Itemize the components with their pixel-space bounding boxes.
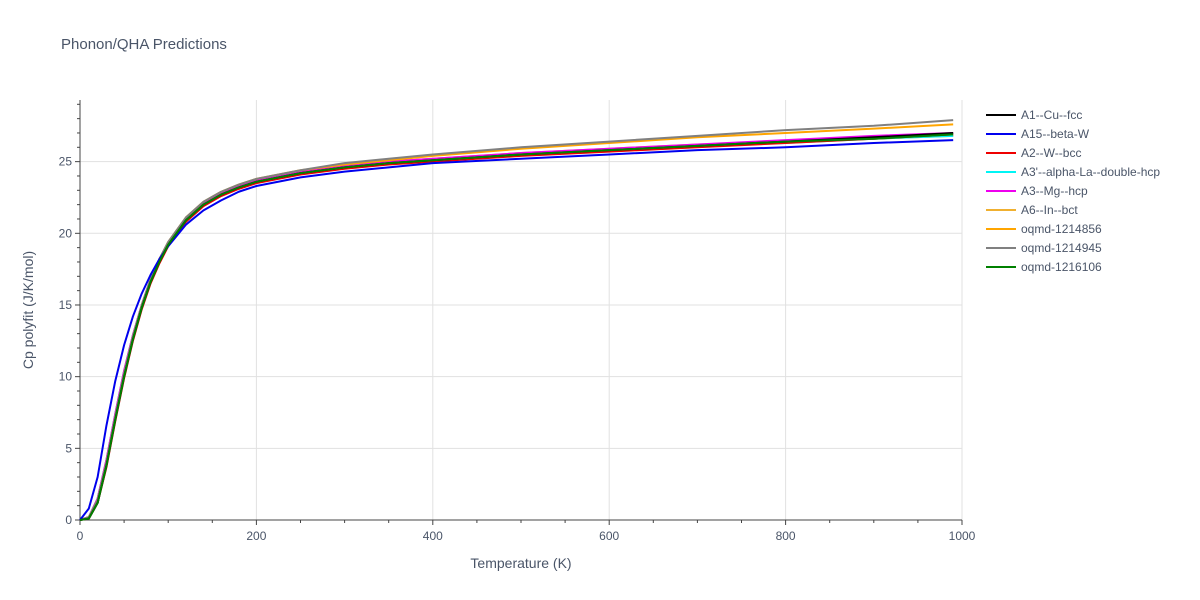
y-axis-title: Cp polyfit (J/K/mol) — [20, 251, 36, 369]
x-axis-title: Temperature (K) — [470, 555, 571, 571]
y-tick-label: 25 — [59, 155, 73, 169]
legend-item[interactable]: A2--W--bcc — [986, 146, 1081, 160]
chart-title: Phonon/QHA Predictions — [61, 36, 227, 53]
legend-label: A6--In--bct — [1021, 203, 1078, 217]
series-line-a2-w-bcc — [79, 133, 954, 521]
axes — [75, 100, 963, 525]
legend-item[interactable]: oqmd-1214856 — [986, 222, 1102, 236]
legend-item[interactable]: A3--Mg--hcp — [986, 184, 1088, 198]
y-tick-label: 5 — [65, 441, 72, 455]
legend-label: A2--W--bcc — [1021, 146, 1081, 160]
x-tick-label: 1000 — [949, 529, 976, 543]
series-line-oqmd-1214945 — [79, 119, 954, 521]
legend-label: oqmd-1214856 — [1021, 222, 1102, 236]
legend: A1--Cu--fcc A15--beta-W A2--W--bcc A3'--alp… — [986, 108, 1160, 274]
y-tick-labels: 0 5 10 15 20 25 — [59, 155, 73, 527]
grid-lines — [80, 100, 963, 520]
legend-item[interactable]: A3'--alpha-La--double-hcp — [986, 165, 1160, 179]
legend-item[interactable]: A15--beta-W — [986, 127, 1090, 141]
series-line-a3-mg-hcp — [79, 131, 954, 521]
series-line-a3-alpha-la-double-hcp — [79, 134, 954, 521]
legend-label: A3'--alpha-La--double-hcp — [1021, 165, 1160, 179]
x-tick-labels: 0 200 400 600 800 1000 — [77, 529, 976, 543]
legend-item[interactable]: A6--In--bct — [986, 203, 1078, 217]
series-line-oqmd-1214856 — [79, 123, 954, 521]
series-lines — [79, 119, 954, 521]
series-line-a6-in-bct — [79, 134, 954, 521]
legend-item[interactable]: oqmd-1216106 — [986, 260, 1102, 274]
series-line-oqmd-1216106 — [79, 133, 954, 521]
series-line-a1-cu-fcc — [79, 131, 954, 521]
legend-item[interactable]: A1--Cu--fcc — [986, 108, 1082, 122]
x-tick-label: 800 — [776, 529, 796, 543]
legend-label: oqmd-1214945 — [1021, 241, 1102, 255]
y-tick-label: 20 — [59, 226, 73, 240]
x-tick-label: 600 — [599, 529, 619, 543]
series-line-a15-beta-w — [79, 139, 954, 521]
y-tick-label: 15 — [59, 298, 73, 312]
legend-label: oqmd-1216106 — [1021, 260, 1102, 274]
y-tick-label: 10 — [59, 370, 73, 384]
legend-label: A1--Cu--fcc — [1021, 108, 1082, 122]
legend-label: A3--Mg--hcp — [1021, 184, 1088, 198]
x-tick-label: 0 — [77, 529, 84, 543]
x-tick-label: 200 — [246, 529, 266, 543]
y-tick-label: 0 — [65, 513, 72, 527]
x-tick-label: 400 — [423, 529, 443, 543]
legend-item[interactable]: oqmd-1214945 — [986, 241, 1102, 255]
legend-label: A15--beta-W — [1021, 127, 1090, 141]
